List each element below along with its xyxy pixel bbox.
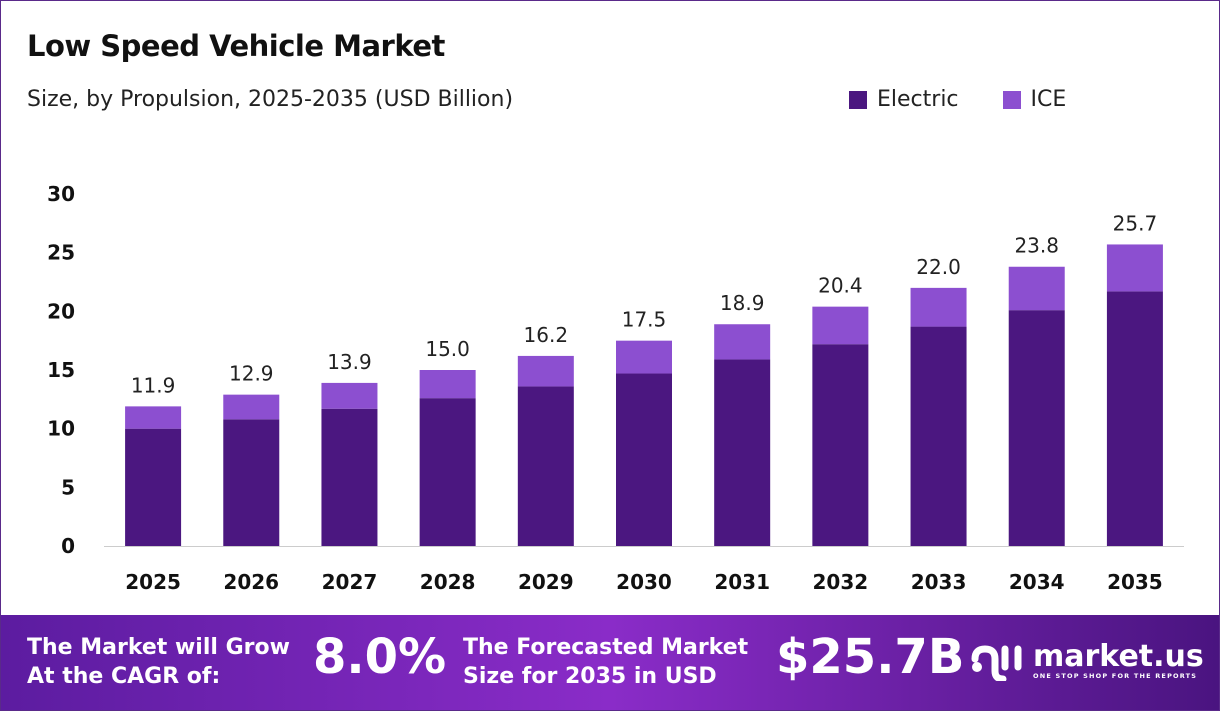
legend-item-electric: Electric	[849, 87, 959, 112]
bar-electric-2026	[223, 419, 280, 546]
x-tick-label: 2031	[714, 570, 770, 594]
cagr-value: 8.0%	[313, 629, 447, 685]
y-tick-label: 10	[47, 417, 75, 441]
market-us-logo: market.us ONE STOP SHOP FOR THE REPORTS	[969, 641, 1204, 681]
cagr-label-line-1: The Market will Grow	[27, 635, 290, 660]
bar-ice-2031	[714, 324, 771, 360]
bar-chart: 05101520253011.9202512.9202613.9202715.0…	[47, 182, 1184, 594]
x-tick-label: 2025	[125, 570, 181, 594]
logo-tagline: ONE STOP SHOP FOR THE REPORTS	[1033, 672, 1198, 680]
cagr-label-line-2: At the CAGR of:	[27, 664, 221, 689]
bar-electric-2025	[125, 428, 182, 546]
chart-subtitle: Size, by Propulsion, 2025-2035 (USD Bill…	[27, 87, 514, 112]
legend-item-ice: ICE	[1002, 87, 1067, 112]
bar-electric-2029	[517, 386, 574, 546]
logo-icon	[971, 645, 1022, 681]
total-label-2031: 18.9	[720, 291, 765, 315]
logo-name: market.us	[1033, 639, 1204, 674]
summary-banner: The Market will Grow At the CAGR of: 8.0…	[1, 615, 1219, 710]
legend: Electric ICE	[849, 87, 1066, 112]
total-label-2029: 16.2	[524, 323, 569, 347]
bar-electric-2027	[321, 408, 378, 546]
y-tick-label: 20	[47, 299, 75, 323]
x-tick-label: 2030	[616, 570, 672, 594]
x-tick-label: 2028	[420, 570, 476, 594]
forecast-value: $25.7B	[776, 629, 965, 685]
total-label-2030: 17.5	[622, 308, 667, 332]
chart-title: Low Speed Vehicle Market	[27, 29, 445, 63]
bar-ice-2035	[1106, 244, 1163, 292]
y-tick-label: 25	[47, 241, 75, 265]
x-tick-label: 2026	[223, 570, 279, 594]
bar-electric-2032	[812, 344, 869, 546]
y-tick-label: 5	[61, 475, 75, 499]
total-label-2035: 25.7	[1113, 211, 1158, 235]
bar-electric-2030	[616, 373, 672, 546]
y-tick-label: 30	[47, 182, 75, 206]
bar-electric-2028	[419, 398, 476, 546]
total-label-2032: 20.4	[818, 274, 863, 298]
bar-ice-2025	[125, 406, 182, 429]
forecast-label: The Forecasted Market Size for 2035 in U…	[463, 633, 748, 691]
bar-electric-2031	[714, 359, 771, 546]
x-tick-label: 2029	[518, 570, 574, 594]
y-tick-label: 15	[47, 358, 75, 382]
legend-label-ice: ICE	[1030, 87, 1067, 112]
cagr-label: The Market will Grow At the CAGR of:	[27, 633, 290, 691]
bar-ice-2032	[812, 306, 869, 345]
total-label-2026: 12.9	[229, 362, 274, 386]
forecast-label-line-1: The Forecasted Market	[463, 635, 749, 660]
x-tick-label: 2033	[911, 570, 967, 594]
legend-swatch-ice	[1002, 90, 1021, 109]
legend-swatch-electric	[849, 90, 867, 109]
x-tick-label: 2027	[322, 570, 378, 594]
bar-ice-2028	[419, 370, 476, 399]
x-tick-label: 2032	[813, 570, 869, 594]
total-label-2025: 11.9	[131, 373, 176, 397]
y-tick-label: 0	[61, 534, 75, 558]
x-tick-label: 2034	[1009, 570, 1065, 594]
bar-ice-2027	[321, 382, 378, 409]
x-tick-label: 2035	[1107, 570, 1163, 594]
bar-ice-2034	[1008, 266, 1065, 311]
bar-electric-2034	[1008, 310, 1065, 546]
bar-ice-2029	[517, 355, 574, 387]
bar-electric-2035	[1106, 291, 1163, 546]
total-label-2027: 13.9	[327, 350, 372, 374]
forecast-label-line-2: Size for 2035 in USD	[463, 664, 717, 689]
bar-electric-2033	[910, 326, 967, 546]
total-label-2028: 15.0	[425, 337, 470, 361]
bar-ice-2030	[616, 340, 672, 374]
total-label-2033: 22.0	[916, 255, 961, 279]
total-label-2034: 23.8	[1014, 234, 1059, 258]
bar-ice-2033	[910, 287, 967, 327]
bar-ice-2026	[223, 394, 280, 420]
legend-label-electric: Electric	[877, 87, 959, 112]
